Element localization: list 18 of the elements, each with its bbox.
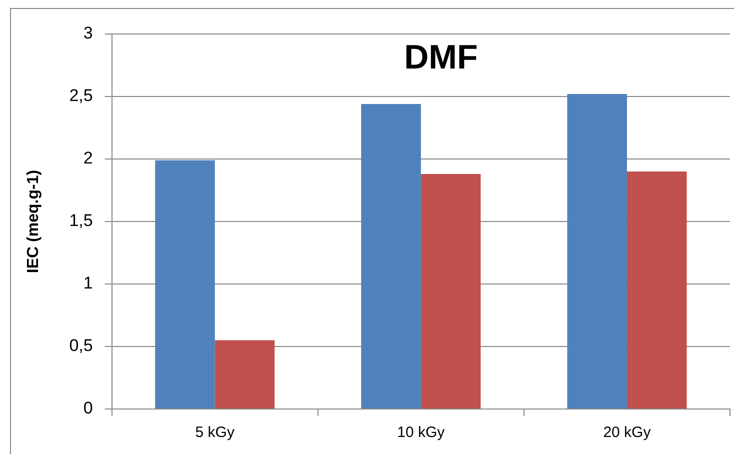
y-tick-label: 1,5 xyxy=(69,211,93,230)
bar xyxy=(567,94,627,408)
x-tick-label: 5 kGy xyxy=(195,424,235,442)
y-tick-label: 1 xyxy=(83,274,93,293)
x-tick-label: 10 kGy xyxy=(397,424,446,442)
y-tick-label: 3 xyxy=(83,24,93,43)
y-tick-label: 2,5 xyxy=(69,86,93,106)
y-axis-title: IEC (meq.g-1) xyxy=(25,170,42,274)
y-tick-label: 0,5 xyxy=(69,336,93,356)
y-tick-label: 0 xyxy=(83,398,93,418)
bar xyxy=(155,160,215,408)
bar xyxy=(420,174,481,408)
bar xyxy=(361,104,421,408)
y-tick-label: 2 xyxy=(83,148,93,168)
bar xyxy=(626,172,687,408)
chart-title: DMF xyxy=(404,38,478,76)
x-tick-label: 20 kGy xyxy=(603,424,652,442)
bar xyxy=(214,340,275,408)
